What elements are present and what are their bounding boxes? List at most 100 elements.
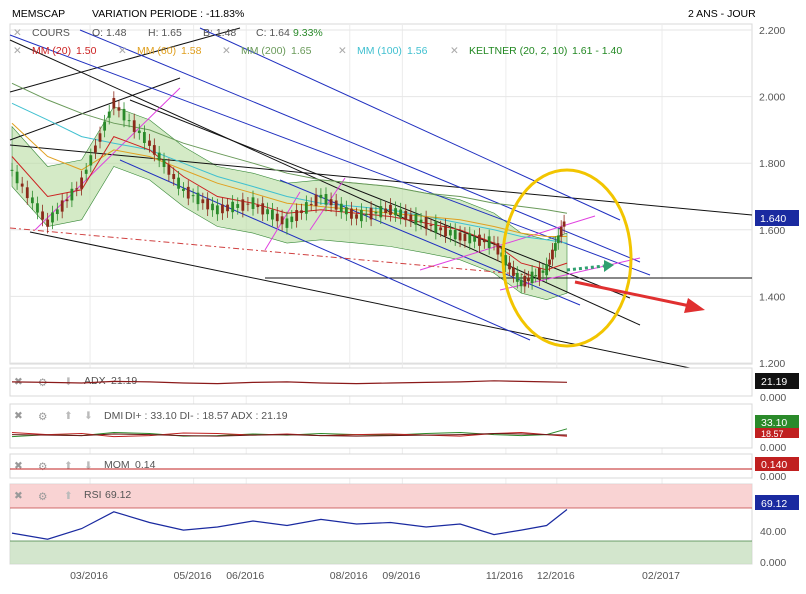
magenta-line-5 bbox=[499, 257, 641, 291]
legend-keltner[interactable]: ✕ KELTNER (20, 2, 10) 1.61 - 1.40 bbox=[450, 45, 622, 57]
close-icon[interactable]: ✖ bbox=[14, 490, 23, 502]
bearish-arrow-shaft bbox=[574, 280, 691, 308]
legend-ma20[interactable]: ✕ MM (20) 1.50 bbox=[13, 45, 97, 57]
close-icon[interactable]: ✕ bbox=[13, 27, 22, 39]
candle-body bbox=[314, 194, 318, 207]
candle-body bbox=[132, 120, 136, 132]
close-icon[interactable]: ✕ bbox=[222, 45, 231, 57]
candle-body bbox=[98, 133, 102, 142]
candle-body bbox=[545, 264, 549, 276]
candle-body bbox=[399, 209, 403, 218]
candle-body bbox=[55, 209, 59, 215]
candle-body bbox=[20, 183, 24, 187]
candle-body bbox=[424, 217, 428, 229]
close-icon[interactable]: ✕ bbox=[338, 45, 347, 57]
candle-body bbox=[172, 173, 176, 180]
candle-body bbox=[394, 208, 397, 216]
dmi-axis-zero: 0.000 bbox=[760, 442, 786, 454]
candle-body bbox=[142, 132, 146, 143]
mom-badge bbox=[755, 457, 799, 471]
candle-body bbox=[523, 275, 527, 287]
legend-ma60-value: 1.58 bbox=[181, 45, 202, 57]
price-tick-label: 1.600 bbox=[759, 225, 785, 237]
arrow-down-icon[interactable]: ⬇ bbox=[84, 460, 93, 472]
rsi-value: 69.12 bbox=[105, 489, 131, 501]
rsi-overbought-zone bbox=[10, 484, 752, 508]
candle-body bbox=[369, 207, 373, 220]
adx-badge-value: 21.19 bbox=[761, 376, 787, 388]
trendlines bbox=[9, 27, 753, 369]
bearish-arrow-head bbox=[684, 298, 705, 313]
candle-body bbox=[251, 197, 255, 209]
arrow-down-icon[interactable]: ⬇ bbox=[84, 410, 93, 422]
gear-icon[interactable]: ⚙ bbox=[38, 461, 47, 473]
candle-body bbox=[186, 186, 190, 199]
highlight-ellipse bbox=[501, 168, 633, 348]
time-tick-label: 11/2016 bbox=[486, 570, 523, 582]
candle-body bbox=[127, 120, 131, 122]
legend-ma60[interactable]: ✕ MM (60) 1.58 bbox=[118, 45, 202, 57]
candle-body bbox=[548, 259, 551, 265]
ma-60-line bbox=[11, 122, 567, 237]
last-price-badge bbox=[755, 210, 799, 226]
candle-body bbox=[36, 203, 39, 213]
adx-line bbox=[11, 380, 568, 385]
magenta-line-4 bbox=[419, 215, 596, 271]
candle-body bbox=[241, 199, 245, 211]
ticker: MEMSCAP bbox=[12, 8, 65, 20]
arrow-up-icon[interactable]: ⬆ bbox=[64, 460, 73, 472]
candle-body bbox=[304, 202, 308, 214]
period-selector[interactable]: 2 ANS - JOUR bbox=[688, 8, 756, 20]
candle-body bbox=[329, 199, 333, 206]
close-icon[interactable]: ✖ bbox=[14, 410, 23, 422]
gear-icon[interactable]: ⚙ bbox=[38, 491, 47, 503]
close-icon[interactable]: ✕ bbox=[118, 45, 127, 57]
candle-body bbox=[137, 130, 141, 134]
candle-body bbox=[562, 221, 566, 227]
candle-body bbox=[478, 234, 481, 246]
candle-body bbox=[473, 236, 477, 242]
close-icon[interactable]: ✖ bbox=[14, 460, 23, 472]
close-icon[interactable]: ✕ bbox=[450, 45, 459, 57]
legend-keltner-label: KELTNER (20, 2, 10) bbox=[469, 45, 567, 57]
candle-body bbox=[84, 169, 88, 174]
candle-body bbox=[409, 214, 413, 221]
rsi-panel-controls: ✖ ⚙ ⬆ RSI 69.12 bbox=[14, 489, 131, 503]
magenta-line-1 bbox=[34, 87, 181, 231]
candle-body bbox=[324, 194, 328, 205]
candle-body bbox=[384, 208, 388, 214]
candle-body bbox=[25, 187, 29, 199]
candle-body bbox=[162, 159, 166, 167]
rsi-line bbox=[11, 509, 568, 540]
gear-icon[interactable]: ⚙ bbox=[38, 377, 47, 389]
candle-body bbox=[261, 203, 265, 215]
arrow-down-icon[interactable]: ⬇ bbox=[64, 376, 73, 388]
gear-icon[interactable]: ⚙ bbox=[38, 411, 47, 423]
price-tick-label: 2.200 bbox=[759, 25, 785, 37]
candle-body bbox=[444, 225, 447, 237]
arrow-up-icon[interactable]: ⬆ bbox=[64, 490, 73, 502]
candle-body bbox=[350, 208, 353, 219]
candle-body bbox=[541, 270, 545, 273]
channel-line-2 bbox=[79, 29, 641, 263]
mom-panel bbox=[9, 453, 753, 479]
legend-ma100[interactable]: ✕ MM (100) 1.56 bbox=[338, 45, 428, 57]
legend-ma100-label: MM (100) bbox=[357, 45, 402, 57]
candle-body bbox=[534, 275, 538, 277]
candle-body bbox=[553, 243, 557, 251]
candle-body bbox=[148, 140, 151, 146]
candle-body bbox=[355, 214, 358, 219]
arrow-up-icon[interactable]: ⬆ bbox=[64, 410, 73, 422]
candle-body bbox=[75, 188, 79, 190]
close-icon[interactable]: ✕ bbox=[13, 45, 22, 57]
legend-ma200[interactable]: ✕ MM (200) 1.65 bbox=[222, 45, 312, 57]
adx-axis-zero: 0.000 bbox=[760, 392, 786, 404]
candle-body bbox=[46, 219, 50, 227]
candle-body bbox=[374, 211, 378, 214]
quote-close: C: 1.64 bbox=[256, 27, 290, 39]
candle-body bbox=[201, 199, 205, 204]
legend-ma60-label: MM (60) bbox=[137, 45, 176, 57]
candle-body bbox=[280, 216, 284, 225]
candle-body bbox=[285, 218, 289, 228]
